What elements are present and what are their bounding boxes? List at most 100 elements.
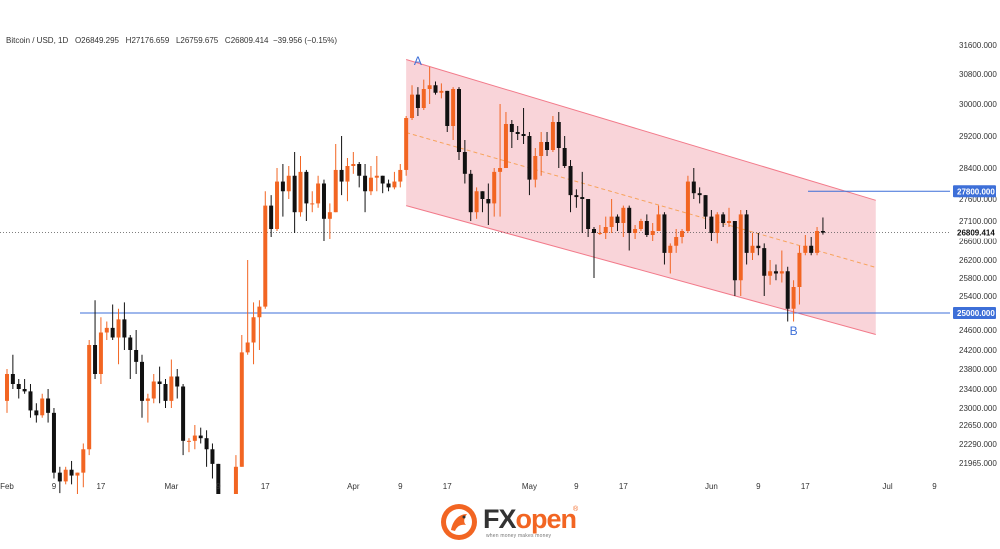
candle-body bbox=[63, 469, 68, 482]
candle-body bbox=[404, 118, 409, 170]
candle-body bbox=[791, 287, 796, 309]
candle-body bbox=[785, 271, 790, 309]
candle-body bbox=[574, 195, 579, 198]
candle-body bbox=[145, 398, 150, 401]
candle-body bbox=[779, 271, 784, 274]
candle-body bbox=[280, 181, 285, 192]
candle-body bbox=[16, 384, 21, 389]
candle-body bbox=[503, 124, 508, 168]
candle-body bbox=[316, 183, 321, 204]
y-tick-label: 24600.000 bbox=[959, 326, 997, 335]
candle-body bbox=[69, 469, 74, 476]
candle-body bbox=[609, 216, 614, 227]
logo-open-text: open bbox=[515, 504, 577, 534]
candle-body bbox=[292, 175, 297, 213]
candle-body bbox=[380, 175, 385, 184]
candle-body bbox=[762, 248, 767, 276]
candle-body bbox=[451, 89, 456, 126]
candle-body bbox=[275, 181, 280, 229]
candle-body bbox=[386, 183, 391, 188]
candle-body bbox=[116, 319, 121, 338]
candle-body bbox=[257, 306, 262, 318]
candle-body bbox=[492, 171, 497, 204]
candle-body bbox=[615, 216, 620, 223]
x-tick-label: Apr bbox=[347, 482, 360, 491]
channel-upper-line bbox=[406, 59, 876, 201]
candle-body bbox=[456, 89, 461, 152]
candle-body bbox=[662, 214, 667, 253]
candle-body bbox=[568, 166, 573, 196]
candle-body bbox=[586, 199, 591, 229]
x-tick-label: 17 bbox=[443, 482, 452, 491]
candle-body bbox=[656, 214, 661, 231]
y-tick-label: 31600.000 bbox=[959, 41, 997, 50]
candle-body bbox=[46, 398, 51, 413]
candle-body bbox=[210, 449, 215, 464]
y-tick-label: 23800.000 bbox=[959, 365, 997, 374]
x-tick-label: 17 bbox=[619, 482, 628, 491]
x-tick-label: Mar bbox=[164, 482, 178, 491]
candle-body bbox=[815, 231, 820, 253]
fxopen-wordmark: FXopen bbox=[483, 504, 577, 535]
candle-body bbox=[104, 327, 109, 333]
interval-label: 1D bbox=[58, 36, 69, 45]
candle-body bbox=[621, 207, 626, 223]
x-tick-label: 9 bbox=[932, 482, 937, 491]
candle-body bbox=[87, 345, 92, 450]
candle-body bbox=[550, 122, 555, 150]
candle-body bbox=[715, 214, 720, 233]
candle-body bbox=[773, 271, 778, 274]
candle-body bbox=[468, 173, 473, 213]
candle-body bbox=[327, 212, 332, 219]
y-tick-label: 23000.000 bbox=[959, 404, 997, 413]
candle-body bbox=[627, 207, 632, 233]
y-tick-label: 28400.000 bbox=[959, 164, 997, 173]
candle-body bbox=[668, 245, 673, 253]
candle-body bbox=[421, 89, 426, 108]
level-badge-27800: 27800.000 bbox=[957, 187, 995, 196]
candle-body bbox=[498, 168, 503, 172]
symbol-header: Bitcoin / USD, 1D O26849.295 H27176.659 … bbox=[6, 36, 338, 45]
candle-body bbox=[333, 169, 338, 213]
candle-body bbox=[34, 410, 39, 416]
candle-body bbox=[398, 169, 403, 182]
footer bbox=[0, 494, 1000, 549]
x-tick-label: 9 bbox=[398, 482, 403, 491]
candle-body bbox=[433, 85, 438, 93]
open-label: O bbox=[74, 36, 82, 45]
candle-body bbox=[738, 214, 743, 281]
candle-body bbox=[592, 229, 596, 233]
candle-body bbox=[339, 169, 344, 182]
candle-body bbox=[157, 381, 162, 384]
candle-body bbox=[269, 205, 274, 229]
candle-body bbox=[674, 237, 679, 246]
y-tick-label: 27600.000 bbox=[959, 195, 997, 204]
candle-body bbox=[820, 231, 825, 233]
candle-body bbox=[163, 384, 168, 401]
y-tick-label: 22290.000 bbox=[959, 440, 997, 449]
candle-body bbox=[545, 142, 550, 150]
candle-body bbox=[580, 197, 585, 199]
candle-body bbox=[357, 164, 362, 176]
candle-body bbox=[474, 191, 479, 213]
candle-body bbox=[445, 90, 450, 126]
candle-body bbox=[556, 122, 561, 148]
candle-body bbox=[797, 252, 802, 287]
candle-body bbox=[680, 231, 685, 237]
x-tick-label: Jul bbox=[882, 482, 892, 491]
candle-body bbox=[410, 94, 415, 118]
point-label-b: B bbox=[790, 324, 798, 338]
candle-body bbox=[732, 221, 737, 281]
candle-body bbox=[521, 134, 526, 136]
candle-body bbox=[75, 472, 80, 476]
candle-body bbox=[703, 195, 708, 217]
x-tick-label: 17 bbox=[261, 482, 270, 491]
y-tick-label: 24200.000 bbox=[959, 346, 997, 355]
x-tick-label: 17 bbox=[96, 482, 105, 491]
low-label: L bbox=[175, 36, 181, 45]
level-badge-25000-bg bbox=[953, 307, 996, 319]
candle-body bbox=[110, 327, 115, 338]
y-tick-label: 21965.000 bbox=[959, 459, 997, 468]
candle-body bbox=[186, 440, 191, 442]
candle-body bbox=[28, 391, 33, 411]
